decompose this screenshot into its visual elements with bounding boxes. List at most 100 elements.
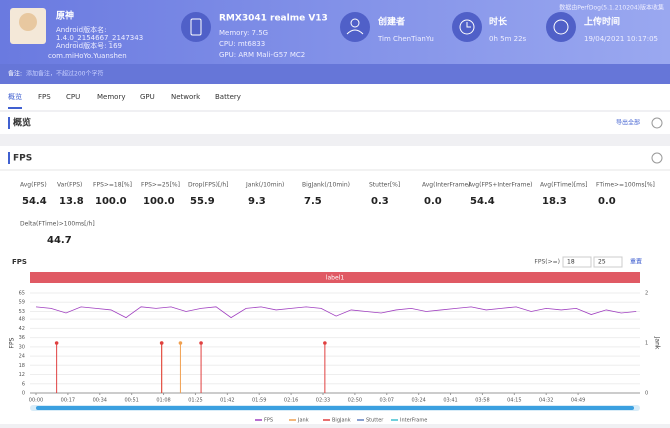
y-tick-label: 6 xyxy=(22,381,25,387)
tab[interactable]: Network xyxy=(171,93,201,101)
threshold-input[interactable] xyxy=(593,256,623,268)
x-tick-label: 00:00 xyxy=(29,398,43,404)
y-tick-label: 42 xyxy=(19,326,25,332)
metric-label: Avg(InterFrame) xyxy=(422,182,471,189)
metric-label: Jank(/10min) xyxy=(245,182,284,189)
metric-value: 44.7 xyxy=(47,235,72,246)
user-glyph xyxy=(350,18,360,28)
y2-axis-title: Jank xyxy=(654,336,661,350)
metric-value: 55.9 xyxy=(190,196,215,207)
metric-value: 9.3 xyxy=(248,196,266,207)
collapse-button[interactable] xyxy=(651,117,663,129)
legend-label: FPS xyxy=(264,418,273,424)
x-tick-label: 02:50 xyxy=(348,398,362,404)
creator-label: 创建者 xyxy=(377,16,405,28)
metric-label: Drop(FPS)[/h] xyxy=(188,182,229,189)
spike-dot xyxy=(178,341,183,345)
app-icon-face xyxy=(19,13,37,31)
package: com.miHoYo.Yuanshen xyxy=(48,52,127,60)
metric-label: Stutter[%] xyxy=(369,182,400,189)
device-icon xyxy=(181,12,211,42)
app-name: 原神 xyxy=(56,10,74,22)
x-tick-label: 03:24 xyxy=(411,398,425,404)
tab-underline xyxy=(8,107,22,109)
tab[interactable]: Battery xyxy=(215,93,241,101)
metric-value: 7.5 xyxy=(304,196,322,207)
y2-tick-label: 1 xyxy=(645,341,648,347)
note-label: 备注: xyxy=(8,70,22,78)
metric-value: 18.3 xyxy=(542,196,567,207)
legend-label: BigJank xyxy=(332,418,351,424)
metric-value: 100.0 xyxy=(95,196,127,207)
device-glyph xyxy=(190,18,202,36)
clock-glyph xyxy=(459,19,475,35)
tab[interactable]: FPS xyxy=(38,93,51,101)
metric-value: 100.0 xyxy=(143,196,175,207)
x-tick-label: 00:51 xyxy=(124,398,138,404)
duration: 0h 5m 22s xyxy=(489,35,527,43)
upload-time: 19/04/2021 10:17:05 xyxy=(584,35,658,43)
duration-label: 时长 xyxy=(489,16,508,28)
version-name-label: Android版本名: xyxy=(56,25,106,34)
source: 数据由PerfDog(5.1.210204)版本收集 xyxy=(559,4,664,12)
upload-label: 上传时间 xyxy=(584,16,620,28)
metric-value: 54.4 xyxy=(470,196,495,207)
fps-card xyxy=(0,146,670,424)
tab[interactable]: Memory xyxy=(97,93,125,101)
y-tick-label: 53 xyxy=(19,309,25,315)
chart-title: FPS xyxy=(12,258,27,266)
export-all[interactable]: 导出全部 xyxy=(616,119,640,127)
section-marker xyxy=(8,117,10,129)
y-axis-title: FPS xyxy=(9,337,16,348)
metric-value: 0.0 xyxy=(424,196,442,207)
label-bar-text: label1 xyxy=(326,275,345,282)
gpu: GPU: ARM Mali-G57 MC2 xyxy=(219,51,305,59)
note-input[interactable]: 添加备注，不超过200个字符 xyxy=(26,70,103,78)
spike-dot xyxy=(323,341,327,345)
x-tick-label: 02:33 xyxy=(316,398,330,404)
fps-line xyxy=(35,306,637,319)
section-marker xyxy=(8,152,10,164)
tabs: 概览 FPS CPU Memory GPU Network Battery xyxy=(8,92,241,109)
x-tick-label: 04:49 xyxy=(571,398,585,404)
y-tick-label: 59 xyxy=(19,300,25,306)
x-tick-label: 00:17 xyxy=(61,398,75,404)
threshold-label: FPS(>=) xyxy=(534,259,560,266)
spike-dot xyxy=(159,341,164,345)
legend-label: Jank xyxy=(297,418,309,424)
x-tick-label: 04:15 xyxy=(507,398,521,404)
x-tick-label: 00:34 xyxy=(93,398,107,404)
metric-label: Avg(FPS+InterFrame) xyxy=(468,182,532,189)
tab[interactable]: CPU xyxy=(66,93,80,101)
spike-dot xyxy=(199,341,203,345)
device: RMX3041 realme V13 xyxy=(219,14,328,24)
upload-icon xyxy=(546,12,576,42)
clock-glyph xyxy=(466,22,471,28)
reset-button[interactable]: 重置 xyxy=(630,258,642,266)
y2-tick-label: 2 xyxy=(645,291,648,297)
collapse-button[interactable] xyxy=(651,152,663,164)
scrollbar-thumb[interactable] xyxy=(36,406,634,410)
user-glyph xyxy=(346,29,364,35)
tab[interactable]: GPU xyxy=(140,93,155,101)
spike-dot xyxy=(54,341,59,345)
tab[interactable]: 概览 xyxy=(8,92,22,101)
x-tick-label: 03:58 xyxy=(475,398,489,404)
threshold-input[interactable] xyxy=(562,256,592,268)
x-tick-label: 01:42 xyxy=(220,398,234,404)
label-bar xyxy=(30,272,640,283)
memory: Memory: 7.5G xyxy=(219,29,268,37)
y-tick-label: 0 xyxy=(22,391,25,397)
metric-value: 54.4 xyxy=(22,196,47,207)
cpu: CPU: mt6833 xyxy=(219,40,265,48)
y-tick-label: 36 xyxy=(19,335,25,341)
metric-value: 0.0 xyxy=(598,196,616,207)
upload-glyph xyxy=(553,19,569,35)
metric-label: FPS>=25[%] xyxy=(141,182,180,189)
metric-value: 0.3 xyxy=(371,196,389,207)
x-tick-label: 02:16 xyxy=(284,398,298,404)
x-tick-label: 01:25 xyxy=(188,398,202,404)
metric-label: Avg(FPS) xyxy=(20,182,47,189)
